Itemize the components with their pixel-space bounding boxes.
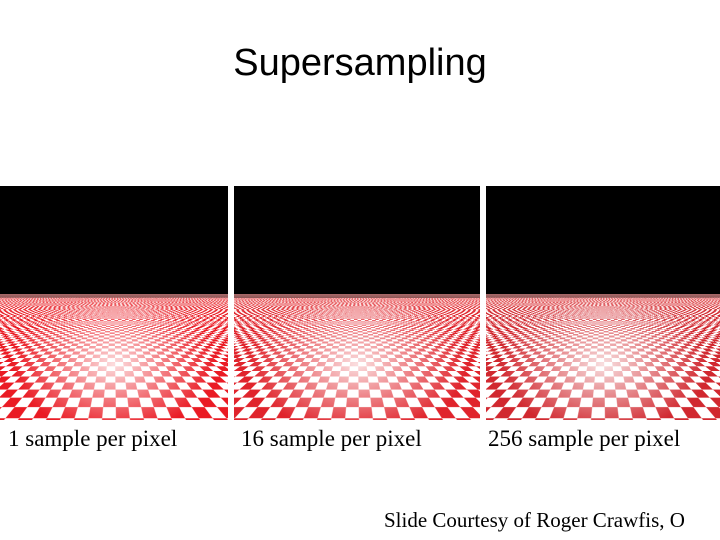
render-image: [0, 186, 228, 420]
render-image: [234, 186, 480, 420]
slide-title: Supersampling: [233, 42, 487, 84]
caption: 1 sample per pixel: [8, 426, 178, 451]
credit: Slide Courtesy of Roger Crawfis, O: [384, 508, 685, 532]
horizon-haze: [486, 294, 720, 316]
checker-floor: [234, 297, 480, 420]
render-image: [486, 186, 720, 420]
horizon-haze: [234, 294, 480, 316]
caption: 256 sample per pixel: [488, 426, 681, 451]
horizon-haze: [0, 294, 228, 316]
caption: 16 sample per pixel: [241, 426, 422, 451]
checker-floor: [486, 297, 720, 420]
checker-floor: [0, 297, 228, 420]
